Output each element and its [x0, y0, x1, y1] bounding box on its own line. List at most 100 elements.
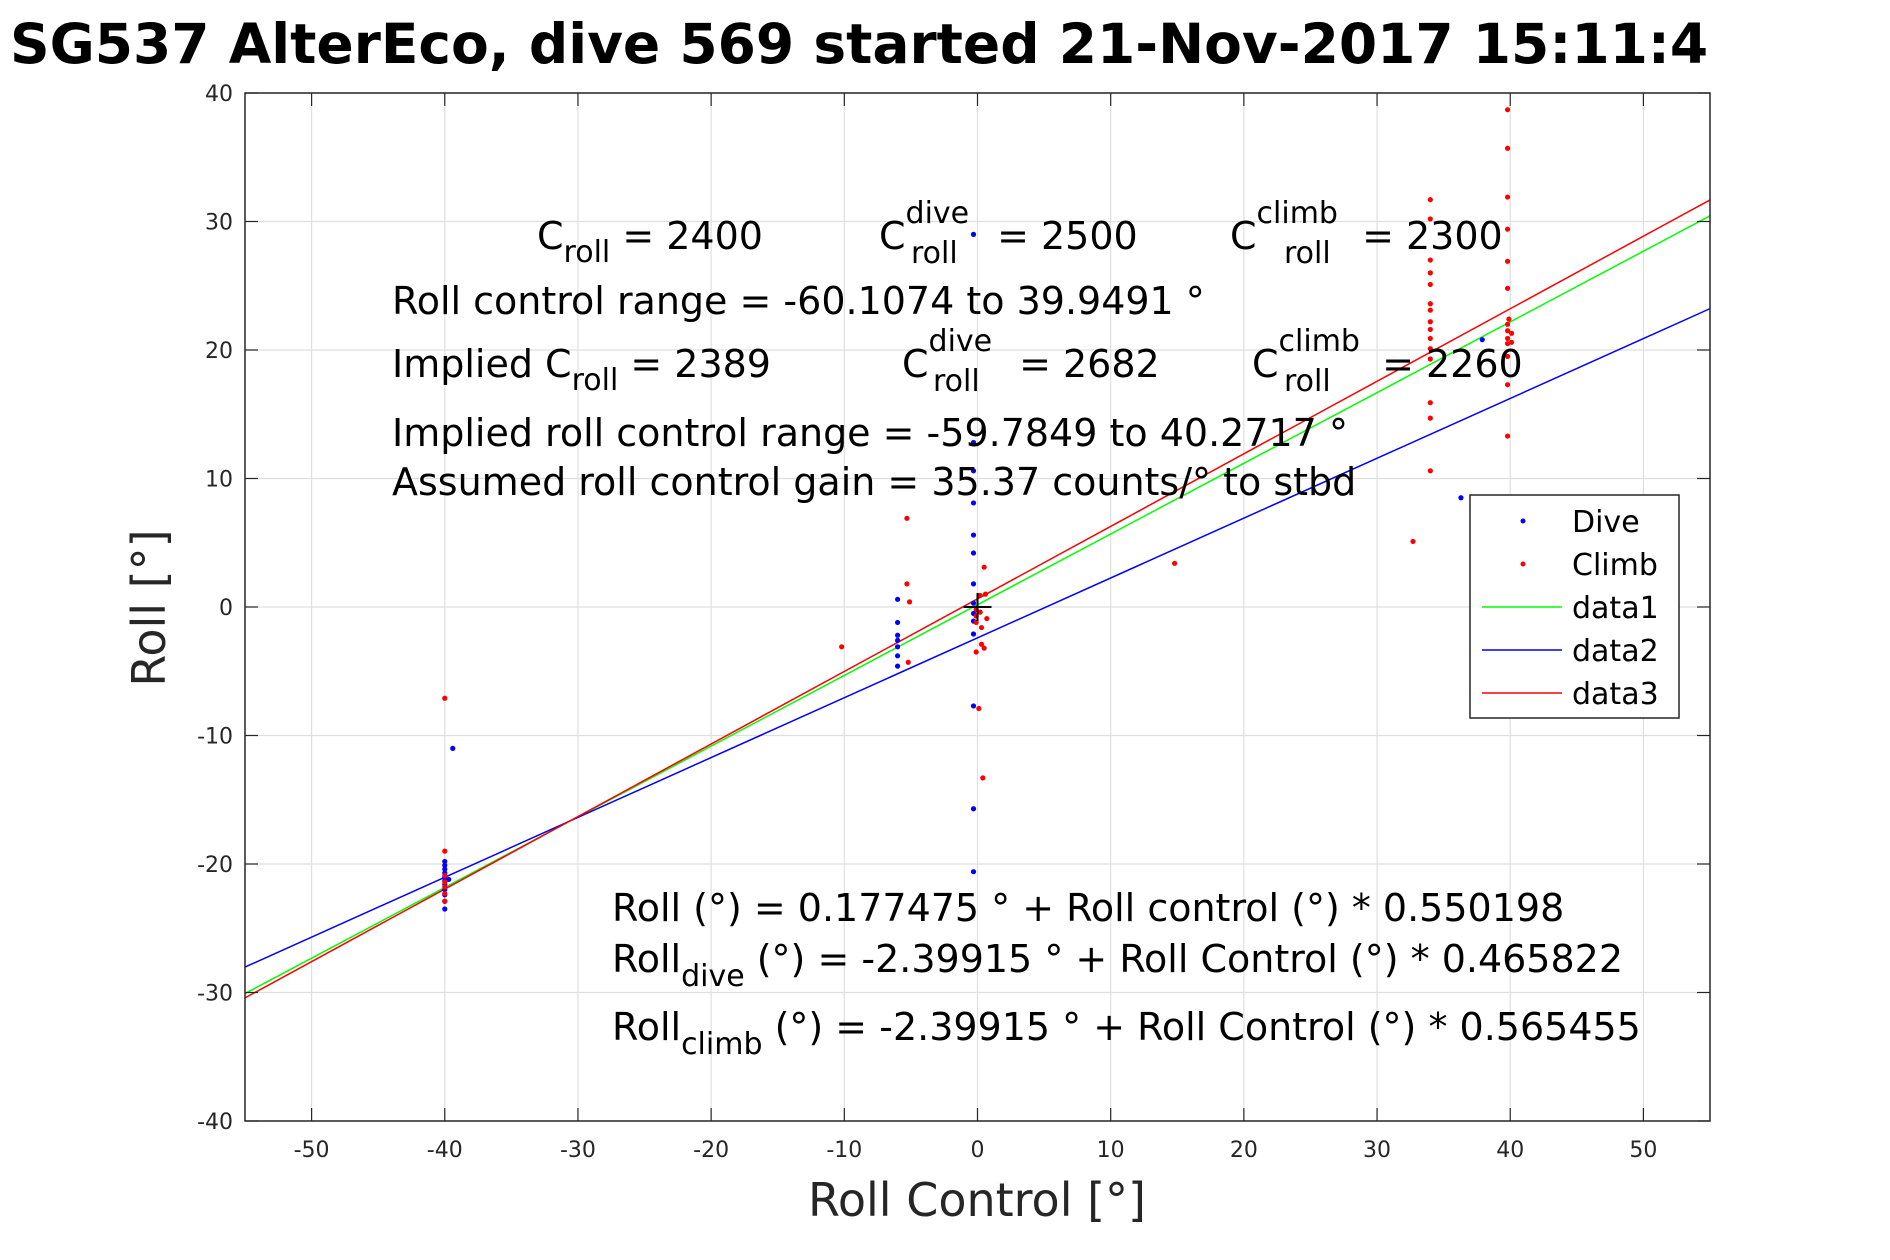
y-tick-label: 0: [219, 596, 233, 621]
annotation-c-roll-climb: Cclimb roll = 2300: [1230, 196, 1503, 271]
point-climb: [906, 599, 913, 605]
point-climb: [1427, 415, 1433, 421]
annotation-implied-climb: Cclimb roll = 2260: [1252, 324, 1523, 399]
x-tick-label: 40: [1496, 1138, 1524, 1163]
point-dive: [894, 644, 901, 650]
legend-label-data2: data2: [1572, 634, 1659, 669]
point-climb: [1427, 216, 1433, 222]
point-climb: [1427, 319, 1433, 325]
legend-label-data3: data3: [1572, 677, 1659, 712]
point-climb: [1172, 560, 1178, 566]
legend-marker-dive: [1520, 518, 1526, 524]
data-points: [442, 107, 1515, 912]
point-climb: [442, 884, 448, 890]
point-climb: [442, 695, 448, 701]
ticks: -50 -40 -30 -20 -10 0 10 20 30 40 50 -40 -30 -20 -10 0 1…: [197, 82, 1710, 1163]
point-dive: [970, 468, 977, 474]
point-dive: [970, 439, 977, 446]
x-tick-label: -10: [826, 1138, 862, 1163]
point-dive: [442, 858, 448, 865]
point-dive: [894, 596, 901, 602]
legend-marker-climb: [1520, 561, 1526, 567]
origin-marker: [963, 593, 992, 621]
point-climb: [1427, 326, 1433, 333]
point-climb: [442, 879, 448, 885]
y-tick-label: 10: [205, 468, 233, 493]
point-dive: [1479, 337, 1485, 343]
c-roll-sub: roll: [564, 235, 611, 270]
y-tick-label: -30: [197, 982, 233, 1007]
y-tick-label: -40: [197, 1110, 233, 1135]
point-dive: [442, 866, 448, 872]
point-climb: [442, 898, 448, 904]
annotation-fit-dive: Rolldive (°) = -2.39915 ° + Roll Control…: [612, 937, 1623, 994]
point-climb: [973, 649, 979, 655]
fit-dive-rest: (°) = -2.39915 ° + Roll Control (°) * 0.…: [745, 937, 1623, 981]
point-dive: [970, 231, 977, 237]
point-dive: [970, 869, 977, 875]
legend-label-data1: data1: [1572, 591, 1659, 626]
c-roll-dive-sup: dive: [906, 196, 970, 231]
fit-climb-sub: climb: [681, 1027, 762, 1062]
point-dive: [970, 550, 977, 556]
point-climb: [1427, 197, 1433, 203]
point-climb: [1504, 433, 1511, 439]
point-climb: [1427, 356, 1433, 362]
point-dive: [894, 637, 901, 644]
point-climb: [1504, 328, 1511, 334]
point-climb: [1427, 270, 1433, 276]
implied-dive-sub: roll: [933, 364, 980, 399]
fit-dive-base: Roll: [612, 937, 681, 981]
y-tick-label: -20: [197, 853, 233, 878]
point-climb: [981, 564, 987, 570]
point-climb: [1504, 226, 1511, 232]
x-tick-label: 30: [1363, 1138, 1391, 1163]
point-climb: [839, 644, 845, 650]
point-dive: [970, 631, 977, 637]
point-climb: [981, 645, 987, 651]
point-dive: [970, 532, 977, 538]
point-climb: [978, 641, 985, 647]
point-dive: [894, 632, 901, 638]
fit-climb-base: Roll: [612, 1005, 681, 1049]
fit-climb-rest: (°) = -2.39915 ° + Roll Control (°) * 0.…: [763, 1005, 1641, 1049]
point-climb: [1427, 301, 1433, 307]
implied-climb-base: C: [1252, 342, 1279, 386]
annotation-c-roll: Croll = 2400: [537, 214, 763, 270]
point-climb: [1504, 194, 1511, 200]
point-climb: [1504, 107, 1511, 113]
implied-climb-value: = 2260: [1370, 342, 1523, 386]
legend-label-climb: Climb: [1572, 548, 1658, 583]
point-climb: [1508, 330, 1515, 336]
implied-dive-value: = 2682: [1007, 342, 1160, 386]
c-roll-climb-sup: climb: [1257, 196, 1338, 231]
y-tick-label: 30: [205, 211, 233, 236]
point-dive: [450, 745, 456, 751]
implied-dive-sup: dive: [929, 324, 993, 359]
annotation-fit-climb: Rollclimb (°) = -2.39915 ° + Roll Contro…: [612, 1005, 1641, 1062]
point-climb: [1427, 400, 1433, 406]
point-climb: [980, 775, 986, 781]
point-climb: [442, 848, 448, 854]
point-climb: [1508, 339, 1515, 345]
x-tick-label: -20: [693, 1138, 729, 1163]
fit-dive-sub: dive: [681, 959, 745, 994]
point-dive: [894, 663, 901, 669]
x-tick-label: 0: [971, 1138, 985, 1163]
point-climb: [1504, 353, 1511, 360]
point-climb: [1427, 257, 1433, 263]
point-dive: [970, 806, 977, 812]
implied-value: = 2389: [618, 342, 771, 386]
point-climb: [982, 591, 989, 597]
point-climb: [977, 592, 983, 599]
c-roll-climb-sub: roll: [1284, 236, 1331, 271]
point-climb: [1506, 316, 1512, 322]
y-axis-label: Roll [°]: [122, 529, 176, 686]
x-tick-label: -40: [427, 1138, 463, 1163]
point-climb: [904, 515, 910, 521]
annotation-implied: Implied Croll = 2389: [392, 342, 771, 398]
c-roll-value: = 2400: [610, 214, 763, 258]
c-roll-climb-base: C: [1230, 214, 1257, 258]
point-climb: [1427, 346, 1433, 352]
x-axis-label: Roll Control [°]: [808, 1173, 1146, 1227]
